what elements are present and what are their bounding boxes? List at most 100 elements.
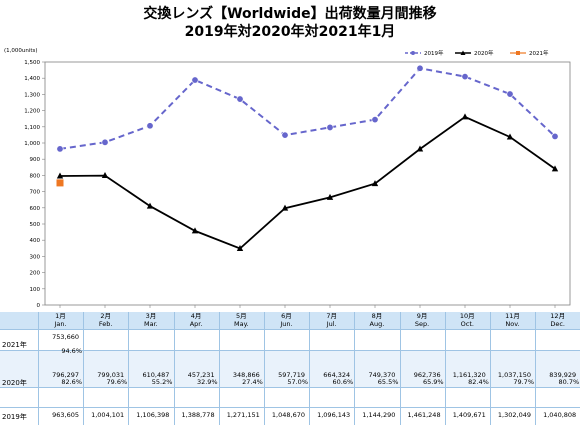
month-en: Apr. bbox=[189, 319, 203, 328]
value-cell: 1,106,398 bbox=[136, 411, 170, 419]
column-divider bbox=[354, 312, 356, 425]
y-tick-label: 500 bbox=[30, 222, 41, 228]
ratio-cell: 82.6% bbox=[61, 378, 82, 386]
legend-marker bbox=[411, 51, 415, 55]
chart-title: 交換レンズ【Worldwide】出荷数量月間推移 bbox=[143, 6, 437, 22]
y-tick-label: 1,300 bbox=[24, 92, 40, 98]
month-jp: 9月 bbox=[416, 312, 428, 320]
month-header: 7月 Jul. bbox=[311, 312, 353, 328]
value-cell: 799,031 bbox=[97, 371, 125, 379]
value-cell: 1,409,671 bbox=[452, 411, 486, 419]
month-jp: 6月 bbox=[281, 312, 292, 320]
row-label: 2021年 bbox=[2, 341, 27, 349]
row-band bbox=[0, 350, 580, 387]
data-point bbox=[56, 179, 64, 187]
data-point bbox=[506, 90, 514, 98]
column-divider bbox=[490, 312, 491, 425]
ratio-cell: 82.4% bbox=[468, 378, 489, 386]
series-2 bbox=[56, 179, 64, 187]
value-cell: 749,370 bbox=[368, 371, 396, 379]
y-tick-label: 1,200 bbox=[24, 109, 40, 115]
value-cell: 1,040,808 bbox=[543, 411, 577, 419]
row-divider bbox=[0, 407, 580, 408]
month-en: Oct. bbox=[460, 319, 474, 328]
month-jp: 4月 bbox=[190, 312, 202, 320]
data-point bbox=[371, 180, 379, 187]
month-en: Jul. bbox=[326, 319, 337, 328]
data-point bbox=[281, 204, 289, 211]
y-tick-label: 1,500 bbox=[24, 60, 40, 66]
data-point bbox=[101, 172, 109, 179]
data-point bbox=[416, 145, 424, 152]
value-cell: 1,388,778 bbox=[181, 411, 215, 419]
ratio-cell: 79.7% bbox=[513, 378, 534, 386]
month-jp: 8月 bbox=[371, 312, 383, 320]
y-tick-label: 0 bbox=[37, 303, 41, 309]
y-tick-label: 300 bbox=[30, 254, 41, 260]
month-header: 5月 May. bbox=[220, 312, 262, 328]
value-cell: 664,324 bbox=[323, 371, 351, 379]
plot-area bbox=[44, 61, 571, 306]
month-jp: 10月 bbox=[459, 312, 475, 320]
data-point bbox=[236, 95, 244, 103]
y-tick-label: 800 bbox=[30, 173, 41, 179]
series-group bbox=[56, 64, 559, 251]
y-tick-label: 700 bbox=[30, 190, 41, 196]
ratio-cell: 79.6% bbox=[106, 378, 128, 386]
month-header: 3月 Mar. bbox=[130, 312, 172, 328]
series-line bbox=[59, 67, 556, 150]
month-jp: 12月 bbox=[550, 312, 566, 320]
data-point bbox=[236, 244, 244, 251]
month-en: Dec. bbox=[550, 319, 566, 328]
value-cell: 1,096,143 bbox=[317, 411, 351, 419]
value-cell: 963,605 bbox=[52, 411, 79, 419]
value-cell: 1,004,101 bbox=[91, 411, 125, 419]
ratio-cell: 94.6% bbox=[61, 347, 82, 355]
column-divider bbox=[218, 312, 220, 425]
column-divider bbox=[83, 312, 85, 425]
value-cell: 457,231 bbox=[187, 371, 215, 379]
data-point bbox=[416, 64, 424, 72]
value-cell: 1,037,150 bbox=[497, 371, 531, 379]
value-cell: 1,271,151 bbox=[226, 411, 260, 419]
data-point bbox=[146, 202, 154, 209]
column-divider bbox=[535, 312, 537, 425]
row-divider bbox=[0, 387, 580, 388]
series-1 bbox=[56, 113, 559, 251]
value-cell: 839,929 bbox=[549, 371, 577, 379]
legend-label: 2020年 bbox=[474, 49, 494, 57]
ratio-cell: 65.5% bbox=[377, 378, 399, 386]
data-point bbox=[551, 165, 559, 172]
month-en: Sep. bbox=[414, 319, 430, 328]
month-header: 10月 Oct. bbox=[446, 312, 488, 328]
data-point bbox=[326, 193, 334, 200]
month-jp: 3月 bbox=[145, 312, 157, 320]
value-cell: 753,660 bbox=[52, 333, 79, 341]
month-en: Jan. bbox=[54, 319, 67, 328]
data-point bbox=[461, 73, 469, 81]
y-tick-label: 100 bbox=[30, 287, 41, 293]
data-table: 1月 Jan. 2月 Feb. 3月 Mar. 4月 Apr. 5月 May. 6月 Jun. 7月 Ju… bbox=[0, 312, 580, 425]
row-divider bbox=[0, 329, 580, 330]
month-header: 1月 Jan. bbox=[40, 312, 82, 328]
month-en: Mar. bbox=[144, 319, 158, 328]
month-jp: 7月 bbox=[326, 312, 337, 320]
data-point bbox=[101, 138, 109, 146]
month-header: 9月 Sep. bbox=[401, 312, 443, 328]
value-cell: 1,461,248 bbox=[407, 411, 441, 419]
ratio-cell: 57.0% bbox=[287, 378, 308, 386]
value-cell: 597,719 bbox=[278, 371, 305, 379]
value-cell: 1,302,049 bbox=[497, 411, 531, 419]
data-point bbox=[371, 116, 379, 124]
column-divider bbox=[399, 312, 401, 425]
month-en: Nov. bbox=[505, 319, 520, 328]
y-tick-label: 200 bbox=[30, 271, 41, 277]
month-header: 11月 Nov. bbox=[492, 312, 534, 328]
legend-label: 2021年 bbox=[529, 49, 549, 57]
ratio-cell: 27.4% bbox=[242, 378, 263, 386]
data-point bbox=[506, 133, 514, 140]
month-header: 6月 Jun. bbox=[266, 312, 308, 328]
month-jp: 2月 bbox=[100, 312, 111, 320]
month-en: Jun. bbox=[280, 319, 293, 328]
